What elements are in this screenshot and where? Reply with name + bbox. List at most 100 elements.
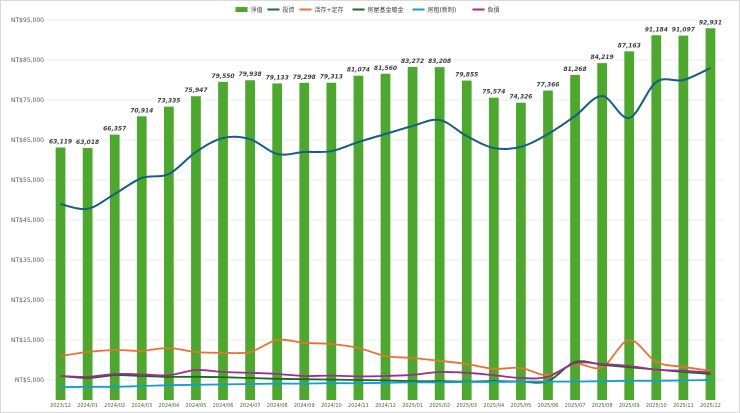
x-tick-label: 2024/10 (321, 403, 342, 409)
x-tick-label: 2025/08 (592, 403, 613, 409)
bar-data-label: 83,208 (428, 58, 451, 65)
x-tick-label: 2024/02 (104, 403, 125, 409)
bar-data-label: 91,097 (672, 27, 696, 34)
bar (624, 51, 635, 401)
y-tick-label: NT$65,000 (11, 137, 44, 144)
legend-label: 淨值 (251, 6, 263, 14)
bar (82, 147, 93, 400)
bar (678, 35, 689, 400)
bar (488, 97, 499, 400)
bar (516, 102, 526, 401)
bar (245, 80, 255, 401)
legend-label: 負債 (488, 6, 500, 14)
bar (434, 67, 445, 400)
bar-data-label: 83,272 (401, 58, 424, 65)
bar (191, 96, 201, 400)
x-tick-label: 2025/01 (402, 403, 423, 409)
bar-data-label: 79,298 (293, 74, 316, 81)
legend-label: 投資 (283, 6, 295, 14)
x-tick-label: 2024/08 (267, 403, 288, 409)
bar (705, 28, 716, 400)
series-line (60, 379, 711, 389)
x-tick-label: 2025/02 (429, 403, 450, 409)
y-tick-label: NT$25,000 (11, 297, 44, 304)
bar-data-label: 75,947 (184, 87, 208, 94)
bar-data-label: 70,914 (130, 107, 153, 114)
bar-data-label: 91,184 (645, 26, 668, 33)
x-tick-label: 2024/12 (375, 403, 396, 409)
x-tick-label: 2024/11 (348, 403, 369, 409)
legend-label: 房租(新制) (428, 6, 457, 14)
bar-data-label: 79,855 (455, 72, 478, 79)
bar (353, 75, 364, 400)
legend: 淨值 投資 活存+定存 房屋基金贈金 房租(新制) 負債 (235, 6, 500, 14)
x-tick-label: 2024/03 (131, 403, 152, 409)
series-lines (60, 67, 711, 389)
bar (163, 106, 174, 400)
x-axis: 2023/12 2024/01 2024/02 2024/03 2024/04 2024/… (50, 403, 721, 409)
series-line (60, 338, 711, 377)
bar-data-label: 81,268 (563, 66, 586, 73)
bar (326, 82, 337, 401)
legend-swatch (235, 7, 248, 12)
bar-data-label: 66,357 (103, 126, 127, 133)
y-tick-label: NT$15,000 (11, 337, 44, 344)
x-tick-label: 2025/09 (619, 403, 640, 409)
bar-data-label: 74,326 (509, 94, 532, 101)
bar-data-label: 73,335 (157, 98, 180, 105)
bar (218, 81, 228, 401)
bar-data-label: 84,219 (591, 54, 614, 61)
gridlines (47, 19, 724, 381)
x-tick-label: 2025/03 (456, 403, 477, 409)
bar (461, 80, 472, 400)
y-tick-label: NT$45,000 (11, 217, 44, 224)
x-tick-label: 2024/01 (77, 403, 98, 409)
bar (380, 73, 391, 400)
bar-data-label: 63,119 (49, 139, 72, 146)
x-tick-label: 2024/09 (294, 403, 315, 409)
x-tick-label: 2025/07 (565, 403, 586, 409)
bar-data-label: 81,560 (374, 65, 397, 72)
bar (597, 63, 608, 401)
x-tick-label: 2024/05 (186, 403, 207, 409)
bar-data-label: 79,550 (211, 73, 234, 80)
y-tick-label: NT$85,000 (11, 57, 44, 64)
bar-data-label: 92,931 (699, 19, 722, 26)
x-tick-label: 2023/12 (50, 403, 71, 409)
x-tick-label: 2024/04 (158, 403, 179, 409)
bar-data-label: 63,018 (76, 139, 99, 146)
legend-label: 活存+定存 (315, 6, 344, 14)
x-tick-label: 2025/11 (673, 403, 694, 409)
bar (109, 134, 120, 400)
bar-data-label: 79,938 (239, 71, 262, 78)
x-tick-label: 2025/04 (483, 403, 504, 409)
bar (136, 116, 147, 401)
bar-data-label: 75,574 (482, 89, 505, 96)
y-tick-label: NT$55,000 (11, 177, 44, 184)
series-line (60, 67, 711, 211)
y-axis: NT$5,000 NT$15,000 NT$25,000 NT$35,000 NT$45… (11, 17, 44, 384)
bars (55, 28, 716, 401)
bar (543, 90, 553, 400)
x-tick-label: 2024/06 (213, 403, 234, 409)
y-tick-label: NT$35,000 (11, 257, 44, 264)
x-tick-label: 2025/12 (700, 403, 721, 409)
bar-data-label: 81,074 (347, 67, 370, 74)
y-tick-label: NT$5,000 (15, 377, 44, 384)
x-tick-label: 2024/07 (240, 403, 261, 409)
y-tick-label: NT$75,000 (11, 97, 44, 104)
x-tick-label: 2025/06 (538, 403, 559, 409)
series-line (60, 361, 711, 380)
bar-data-label: 77,366 (536, 82, 559, 89)
bar-data-label: 79,133 (266, 74, 289, 81)
data-labels: 63,119 63,018 66,357 70,914 73,335 75,94779,5… (49, 19, 722, 146)
y-tick-label: NT$95,000 (11, 17, 44, 24)
bar (651, 35, 662, 400)
bar (407, 66, 418, 401)
legend-label: 房屋基金贈金 (368, 6, 404, 14)
x-tick-label: 2025/05 (511, 403, 532, 409)
bar (272, 83, 283, 400)
bar (299, 82, 310, 401)
